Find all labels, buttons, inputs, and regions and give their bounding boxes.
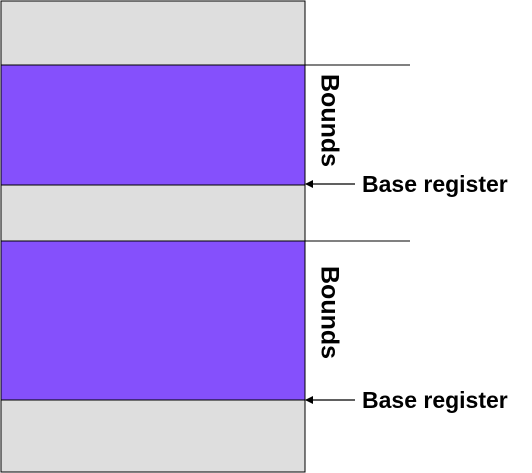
base-register-label-2: Base register bbox=[362, 387, 508, 413]
segment-block-2 bbox=[0, 240, 306, 401]
free-memory-block-top bbox=[0, 0, 306, 66]
free-memory-block-middle bbox=[0, 184, 306, 242]
bounds-label-1: Bounds bbox=[315, 74, 343, 167]
free-memory-block-bottom bbox=[0, 399, 306, 473]
segment-block-1 bbox=[0, 64, 306, 186]
base-register-label-1: Base register bbox=[362, 171, 508, 197]
bounds-label-2: Bounds bbox=[315, 266, 343, 359]
